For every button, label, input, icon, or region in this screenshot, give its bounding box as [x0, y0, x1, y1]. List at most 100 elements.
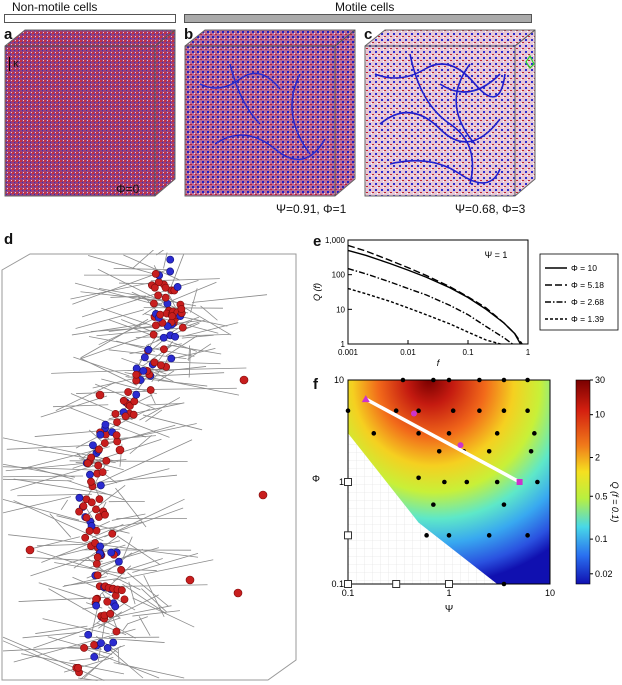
- data-point: [525, 408, 530, 414]
- data-point: [525, 377, 530, 383]
- data-point: [535, 479, 540, 485]
- data-point: [532, 431, 537, 436]
- red-sphere: [117, 566, 126, 574]
- header-bar-non-motile: [4, 14, 176, 23]
- red-sphere: [239, 375, 249, 385]
- network-spheres: [25, 255, 268, 677]
- blue-sphere: [111, 602, 120, 611]
- red-sphere: [156, 310, 165, 319]
- kappa-label: κ: [13, 57, 19, 70]
- data-point: [501, 408, 507, 414]
- red-sphere: [129, 410, 138, 419]
- red-sphere: [87, 477, 95, 486]
- series-line-2: [347, 267, 513, 345]
- x-tick-label: 0.01: [400, 348, 416, 357]
- data-point: [486, 448, 492, 454]
- blue-sphere: [97, 639, 105, 648]
- y-tick-label: 10: [336, 305, 345, 314]
- red-sphere: [160, 345, 168, 354]
- x-tick-label: 0.1: [342, 588, 355, 598]
- panel-label-c: c: [364, 26, 373, 43]
- red-sphere: [111, 409, 120, 418]
- red-sphere: [90, 641, 98, 649]
- red-sphere: [101, 510, 109, 519]
- network-edges: [2, 250, 268, 681]
- red-sphere: [87, 453, 96, 462]
- red-sphere: [258, 490, 268, 500]
- data-point: [494, 431, 500, 436]
- data-point: [393, 408, 399, 414]
- network-panel-d: [1, 250, 297, 681]
- colorbar-tick-label: 0.5: [595, 491, 608, 501]
- blue-sphere: [103, 644, 112, 652]
- data-point: [525, 533, 530, 538]
- legend-entry: Φ = 2.68: [571, 297, 604, 307]
- colorbar-tick-label: 0.02: [595, 569, 613, 579]
- red-sphere: [112, 431, 121, 440]
- data-point: [477, 408, 482, 414]
- data-point: [501, 377, 507, 383]
- panel-label-a: a: [4, 26, 13, 43]
- data-point: [431, 502, 436, 507]
- red-sphere: [168, 312, 177, 321]
- red-sphere: [85, 527, 94, 535]
- red-sphere: [102, 456, 111, 465]
- blue-sphere: [166, 255, 175, 264]
- red-sphere: [130, 397, 139, 406]
- red-sphere: [94, 461, 103, 470]
- blue-sphere: [92, 601, 101, 610]
- plot-area: [347, 239, 529, 345]
- trajectory-marker: [516, 479, 523, 485]
- cube-a: [4, 29, 176, 197]
- x-tick-label: 0.001: [338, 348, 359, 357]
- colorbar-tick-label: 0.1: [595, 534, 608, 544]
- red-sphere: [151, 269, 160, 278]
- colorbar: [575, 379, 591, 585]
- panel-label-d: d: [4, 231, 14, 248]
- cube-c: [364, 29, 536, 197]
- header-motile: Motile cells: [335, 0, 395, 14]
- red-sphere: [150, 283, 159, 292]
- data-point: [486, 533, 492, 538]
- red-sphere: [80, 644, 88, 652]
- blue-sphere: [90, 652, 99, 661]
- red-sphere: [103, 597, 112, 606]
- x-tick-label: 1: [526, 348, 531, 357]
- open-square-point: [344, 531, 352, 540]
- blue-sphere: [166, 267, 175, 276]
- y-tick-label: 0.1: [331, 579, 344, 589]
- cube-b: [184, 29, 356, 197]
- y-tick-label: 1: [339, 477, 344, 487]
- data-point: [446, 431, 452, 436]
- red-sphere: [119, 396, 128, 405]
- data-point: [477, 377, 482, 383]
- blue-sphere: [96, 481, 105, 490]
- red-sphere: [108, 529, 117, 538]
- open-square-point: [445, 580, 453, 588]
- blue-sphere: [139, 366, 148, 375]
- colorbar-tick-label: 30: [595, 375, 605, 385]
- chart-e: 0.001 0.01 0.1 1 1 10 100 1,000 f Q (f) Ψ = 1 Φ = 1…: [312, 236, 619, 368]
- trajectory-marker: [410, 410, 417, 417]
- panel-label-e: e: [313, 233, 322, 250]
- red-sphere: [152, 321, 160, 330]
- red-sphere: [81, 533, 90, 542]
- red-sphere: [150, 358, 159, 367]
- open-square-point: [344, 580, 352, 588]
- y-axis-label: Q (f): [312, 283, 322, 301]
- blue-sphere: [140, 353, 149, 362]
- red-sphere: [92, 505, 100, 514]
- blue-sphere: [107, 548, 116, 557]
- network-box: [1, 253, 297, 681]
- red-sphere: [95, 390, 105, 400]
- red-sphere: [87, 498, 96, 507]
- red-sphere: [115, 445, 125, 455]
- series-line-3: [347, 287, 501, 345]
- caption-a: Φ=0: [116, 182, 140, 196]
- y-axis-label: Φ: [312, 474, 320, 485]
- cube-panels: [4, 29, 536, 197]
- red-sphere: [120, 595, 129, 604]
- caption-c: Ψ=0.68, Φ=3: [455, 202, 526, 216]
- red-sphere: [178, 323, 187, 332]
- red-sphere: [117, 586, 126, 595]
